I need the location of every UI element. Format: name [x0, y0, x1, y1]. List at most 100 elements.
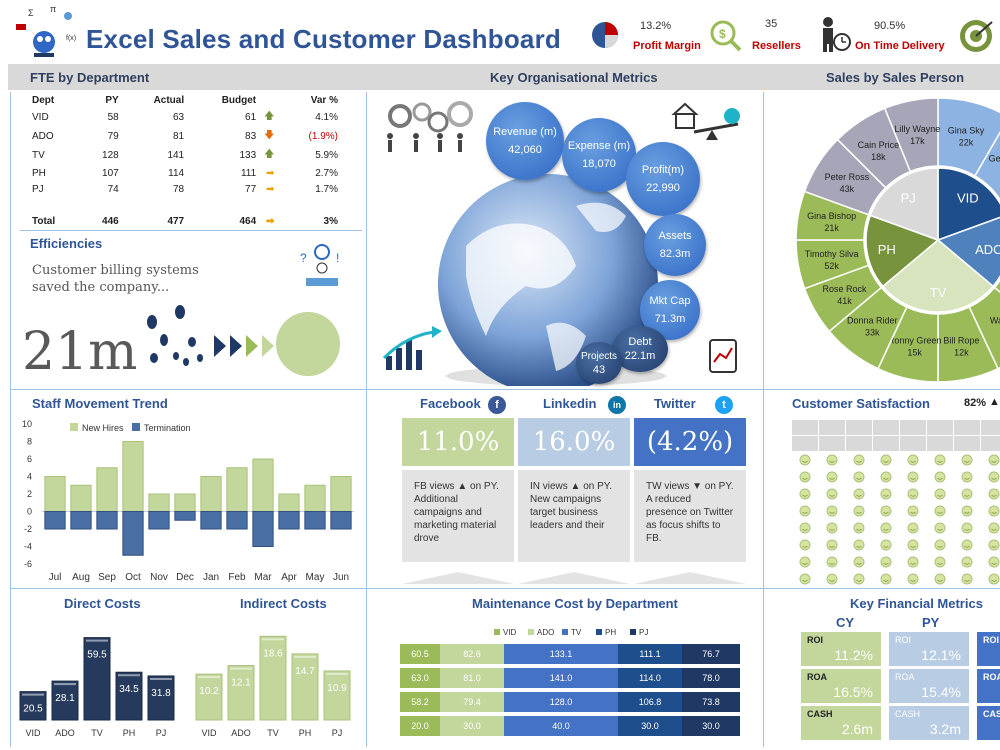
maintenance-cell: 79.4	[440, 692, 504, 712]
cost-bar	[259, 635, 287, 721]
metric-label: ROI	[807, 635, 824, 645]
termination-bar	[252, 511, 274, 547]
fte-cell: 111	[240, 167, 257, 179]
cost-bar-label: 18.6	[263, 648, 283, 659]
fte-cell: 61	[245, 112, 257, 123]
smiley-icon	[988, 539, 1000, 551]
new-hires-bar	[96, 467, 118, 512]
cost-bar-label: 10.9	[327, 683, 347, 694]
fte-cell: 79	[107, 131, 119, 142]
outer-slice-label: Gina Bishop	[807, 211, 856, 221]
cost-bar	[323, 670, 351, 721]
bubble-label: Debt	[628, 336, 652, 348]
smiley-icon	[799, 471, 811, 483]
x-tick-label: PH	[299, 728, 312, 738]
outer-slice-label: Bill Rope	[943, 335, 979, 345]
grid-header-cell	[927, 420, 953, 435]
legend-swatch-hires	[70, 423, 78, 431]
bubble-label: Revenue (m)	[493, 126, 557, 138]
termination-bar	[278, 511, 300, 530]
smiley-icon	[934, 505, 946, 517]
metric-value: 3.2m	[929, 721, 961, 737]
tablet-hand-icon	[709, 339, 737, 373]
cost-bar-label: 28.1	[55, 693, 75, 704]
roa-py-box: ROA 15.4%	[889, 669, 969, 703]
arrow-up-icon: 🡅	[264, 111, 275, 122]
smiley-icon	[853, 556, 865, 568]
metric-label: ROA	[807, 672, 827, 682]
x-tick-label: Apr	[281, 572, 297, 583]
smiley-icon	[907, 505, 919, 517]
table-row: TV 128 141 133 🡅 5.9%	[28, 146, 342, 165]
bubble-label: Profit(m)	[641, 164, 685, 176]
fte-header-var: Var %	[310, 94, 338, 106]
idea-person-icon: ? !	[300, 244, 339, 286]
profit-margin-value: 13.2%	[640, 20, 672, 32]
grid-header-cell	[900, 420, 926, 435]
smiley-icon	[988, 454, 1000, 466]
smiley-icon	[934, 454, 946, 466]
staff-movement-title: Staff Movement Trend	[32, 396, 168, 411]
metric-value: 12.1%	[921, 647, 961, 663]
efficiency-graphic	[147, 305, 340, 376]
termination-bar	[304, 511, 326, 530]
smiley-icon	[853, 539, 865, 551]
x-tick-label: Feb	[228, 572, 246, 583]
legend-label: New Hires	[82, 423, 124, 433]
termination-bar	[330, 511, 352, 530]
maintenance-cell: 114.0	[618, 668, 682, 688]
fte-cell: TV	[32, 150, 45, 161]
outer-slice-label: Timothy Silva	[805, 249, 859, 259]
new-hires-bar	[148, 493, 170, 512]
outer-slice-value: 21k	[824, 223, 839, 233]
arrow-right-icon: ➡	[266, 167, 275, 179]
svg-text:$: $	[719, 27, 726, 41]
y-tick-label: 4	[27, 472, 32, 482]
arrow-down-icon: 🡇	[264, 130, 275, 141]
fte-cell: 77	[245, 183, 257, 195]
efficiencies-text: Customer billing systems saved the compa…	[32, 263, 199, 295]
smiley-icon	[826, 454, 838, 466]
maintenance-cell: 40.0	[504, 716, 618, 736]
delivery-clock-icon	[823, 17, 851, 52]
smiley-icon	[988, 556, 1000, 568]
fte-cell: 133	[239, 150, 257, 161]
fte-cell: Total	[32, 215, 56, 227]
outer-slice-label: Peter Ross	[825, 172, 870, 182]
smiley-icon	[934, 522, 946, 534]
cost-bar	[227, 665, 255, 721]
cash-py-box: CASH 3.2m	[889, 706, 969, 740]
arrow-up-icon: 🡅	[264, 149, 275, 160]
smiley-icon	[988, 505, 1000, 517]
maintenance-cell: 128.0	[504, 692, 618, 712]
new-hires-bar	[278, 493, 300, 512]
outer-slice	[993, 278, 1000, 294]
grid-header-cell	[792, 420, 818, 435]
grid-header-cell	[927, 436, 953, 451]
mkt-cap-bubble: Mkt Cap 71.3m	[640, 280, 700, 340]
cost-bar-label: 10.2	[199, 686, 219, 697]
y-tick-label: 2	[27, 489, 32, 499]
grid-header-cell	[981, 436, 1000, 451]
financial-title: Key Financial Metrics	[850, 596, 983, 611]
divider	[10, 389, 1000, 390]
new-hires-bar	[200, 476, 222, 512]
fte-header-actual: Actual	[153, 94, 185, 106]
legend-swatch	[596, 629, 602, 635]
smiley-icon	[826, 471, 838, 483]
outer-slice-value: 43k	[840, 184, 855, 194]
smiley-icon	[799, 505, 811, 517]
inner-slice	[869, 167, 939, 242]
facebook-icon: f	[488, 396, 506, 414]
smiley-icon	[853, 454, 865, 466]
x-tick-label: ADO	[55, 728, 75, 738]
outer-slice	[937, 97, 1000, 177]
inner-slice-label: ADO	[975, 242, 1000, 257]
cost-bar-label: 59.5	[87, 650, 107, 661]
cost-bar-highlight	[294, 655, 316, 658]
smiley-icon	[988, 573, 1000, 585]
x-tick-label: Aug	[72, 572, 90, 583]
maintenance-cell: 81.0	[440, 668, 504, 688]
outer-slice-label: Gina Sky	[948, 126, 985, 136]
fte-cell: 63	[173, 112, 185, 123]
